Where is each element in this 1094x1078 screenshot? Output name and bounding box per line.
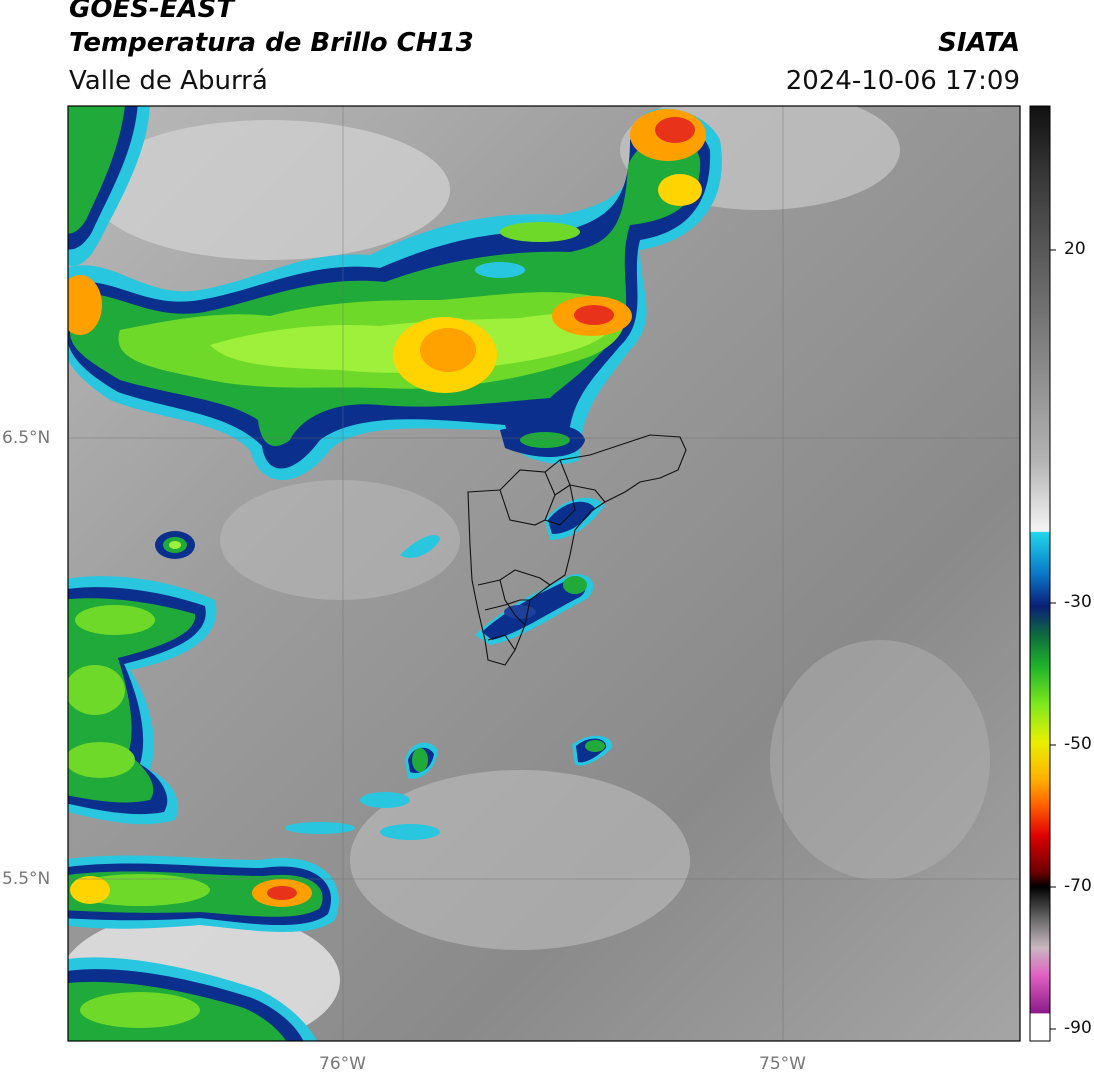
colorbar-label-minus30: -30 [1064,592,1092,612]
lat-label-6-5n: 6.5°N [2,428,51,448]
lon-label-76w: 76°W [319,1054,366,1074]
product-title: Temperatura de Brillo CH13 [69,28,474,58]
colorbar [1029,105,1051,1042]
municipality-boundaries [467,434,687,666]
colorbar-label-minus90: -90 [1064,1018,1092,1038]
organization-label: SIATA [938,28,1020,58]
satellite-title: GOES-EAST [69,0,235,24]
lat-label-5-5n: 5.5°N [2,869,51,889]
region-label: Valle de Aburrá [69,66,268,96]
timestamp-label: 2024-10-06 17:09 [785,66,1020,96]
colorbar-ticks [1050,249,1056,1030]
colorbar-label-20: 20 [1064,239,1086,259]
western-cloud-cluster [68,106,217,825]
colorbar-label-minus50: -50 [1064,734,1092,754]
colorbar-label-minus70: -70 [1064,876,1092,896]
lon-label-75w: 75°W [759,1054,806,1074]
map-frame [67,105,1021,1042]
isolated-cells [285,262,613,840]
convective-cloud-band [68,108,722,480]
southern-cloud-band [68,855,339,1041]
map-gridlines [68,106,1020,1041]
